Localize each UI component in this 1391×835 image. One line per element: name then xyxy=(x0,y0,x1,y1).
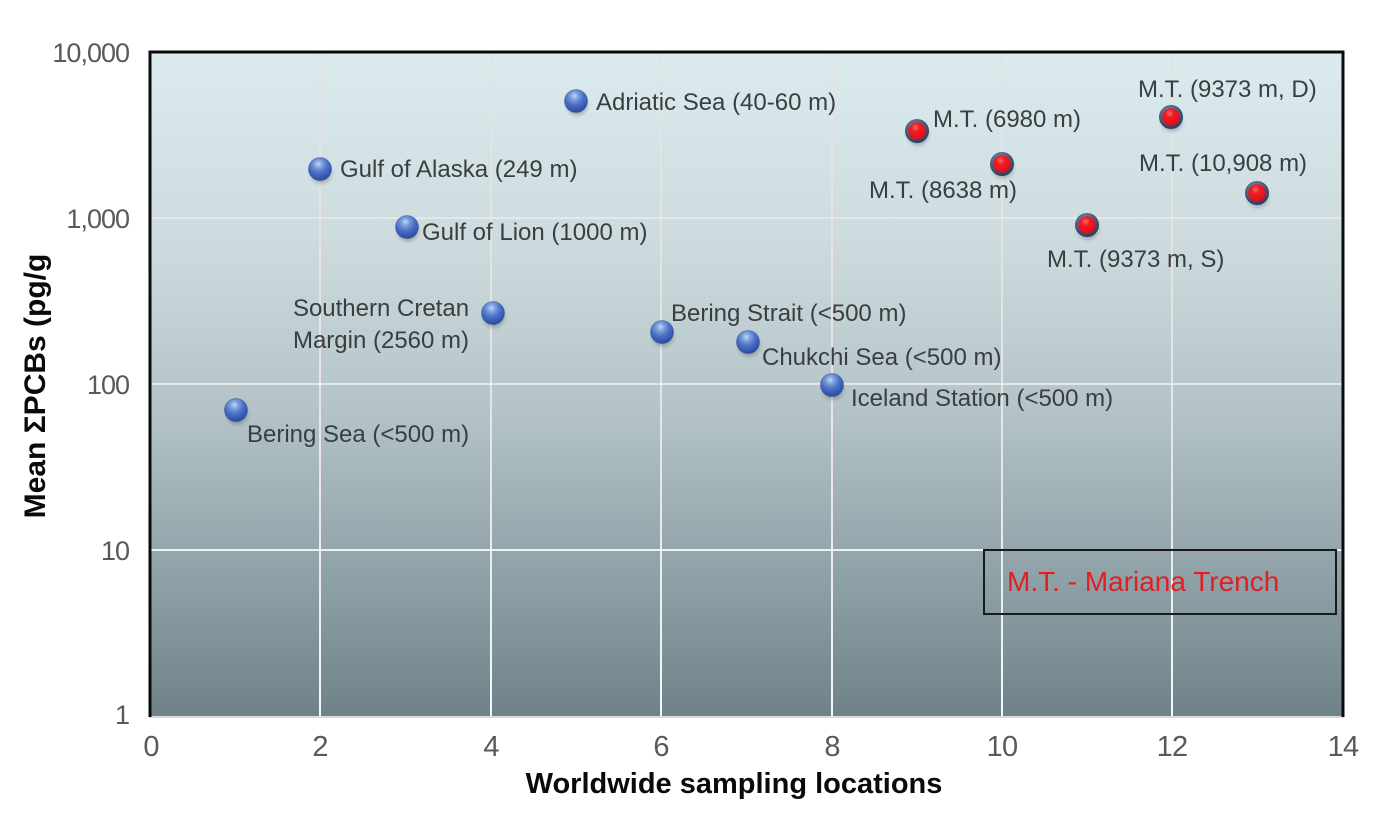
svg-text:Worldwide sampling locations: Worldwide sampling locations xyxy=(526,768,943,800)
svg-text:M.T. (9373 m, D): M.T. (9373 m, D) xyxy=(1138,76,1317,103)
svg-text:Adriatic Sea (40-60 m): Adriatic Sea (40-60 m) xyxy=(596,89,836,116)
svg-text:Mean ΣPCBs (pg/g: Mean ΣPCBs (pg/g xyxy=(19,254,52,519)
svg-text:Chukchi Sea (<500 m): Chukchi Sea (<500 m) xyxy=(762,344,1001,371)
svg-text:14: 14 xyxy=(1328,731,1359,763)
svg-text:M.T. - Mariana Trench: M.T. - Mariana Trench xyxy=(1007,566,1279,597)
svg-text:4: 4 xyxy=(483,731,499,763)
svg-text:8: 8 xyxy=(824,731,839,763)
svg-text:2: 2 xyxy=(312,731,327,763)
svg-text:Southern Cretan: Southern Cretan xyxy=(293,295,469,322)
svg-text:Gulf of Alaska (249 m): Gulf of Alaska (249 m) xyxy=(340,156,577,183)
svg-text:M.T. (6980 m): M.T. (6980 m) xyxy=(933,106,1081,133)
svg-text:Gulf of Lion (1000 m): Gulf of Lion (1000 m) xyxy=(422,219,647,246)
svg-text:1,000: 1,000 xyxy=(66,204,129,234)
svg-text:M.T. (10,908 m): M.T. (10,908 m) xyxy=(1139,150,1307,177)
svg-text:Bering Sea (<500 m): Bering Sea (<500 m) xyxy=(247,421,469,448)
svg-text:M.T. (9373 m, S): M.T. (9373 m, S) xyxy=(1047,246,1224,273)
svg-text:0: 0 xyxy=(143,731,158,763)
svg-text:10,000: 10,000 xyxy=(52,38,129,68)
svg-text:12: 12 xyxy=(1157,731,1188,763)
svg-text:Margin (2560 m): Margin (2560 m) xyxy=(293,327,469,354)
svg-text:6: 6 xyxy=(653,731,668,763)
svg-text:1: 1 xyxy=(115,700,129,730)
svg-text:Iceland Station (<500 m): Iceland Station (<500 m) xyxy=(851,385,1113,412)
svg-text:100: 100 xyxy=(87,370,129,400)
svg-text:10: 10 xyxy=(101,536,129,566)
svg-text:Bering Strait (<500 m): Bering Strait (<500 m) xyxy=(671,300,906,327)
svg-text:M.T. (8638 m): M.T. (8638 m) xyxy=(869,177,1017,204)
svg-text:10: 10 xyxy=(987,731,1018,763)
